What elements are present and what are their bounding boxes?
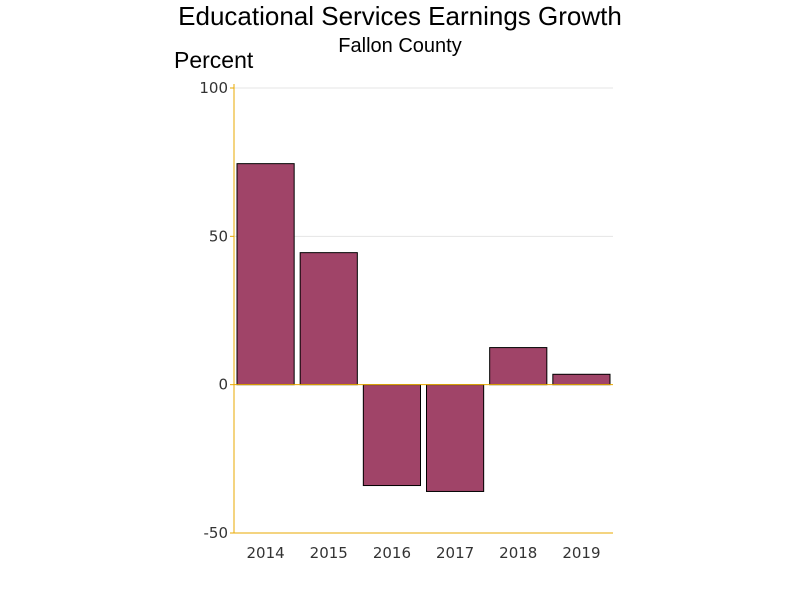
bar-2017 xyxy=(426,384,485,492)
bars xyxy=(236,163,611,492)
y-tick-label: 100 xyxy=(199,79,228,97)
y-axis-ticks: -50 0 50 100 xyxy=(199,79,234,542)
x-tick-label: 2018 xyxy=(499,544,537,562)
bar-2016 xyxy=(362,384,422,487)
bar-2019 xyxy=(552,373,611,386)
y-tick-label: 0 xyxy=(218,376,228,394)
chart-title: Educational Services Earnings Growth xyxy=(178,1,622,31)
x-tick-label: 2015 xyxy=(310,544,348,562)
y-tick-label: -50 xyxy=(204,524,229,542)
x-tick-label: 2016 xyxy=(373,544,411,562)
grid-lines xyxy=(234,87,613,237)
chart-subtitle: Fallon County xyxy=(338,35,461,57)
x-tick-label: 2014 xyxy=(246,544,284,562)
axes xyxy=(233,84,613,534)
y-tick-label: 50 xyxy=(209,227,228,245)
bar-2015 xyxy=(299,252,358,386)
x-tick-label: 2017 xyxy=(436,544,474,562)
x-tick-label: 2019 xyxy=(562,544,600,562)
bar-2014 xyxy=(236,163,295,386)
y-axis-label: Percent xyxy=(174,47,254,73)
bar-2018 xyxy=(489,347,548,386)
x-axis-ticks: 2014 2015 2016 2017 2018 2019 xyxy=(246,544,600,562)
